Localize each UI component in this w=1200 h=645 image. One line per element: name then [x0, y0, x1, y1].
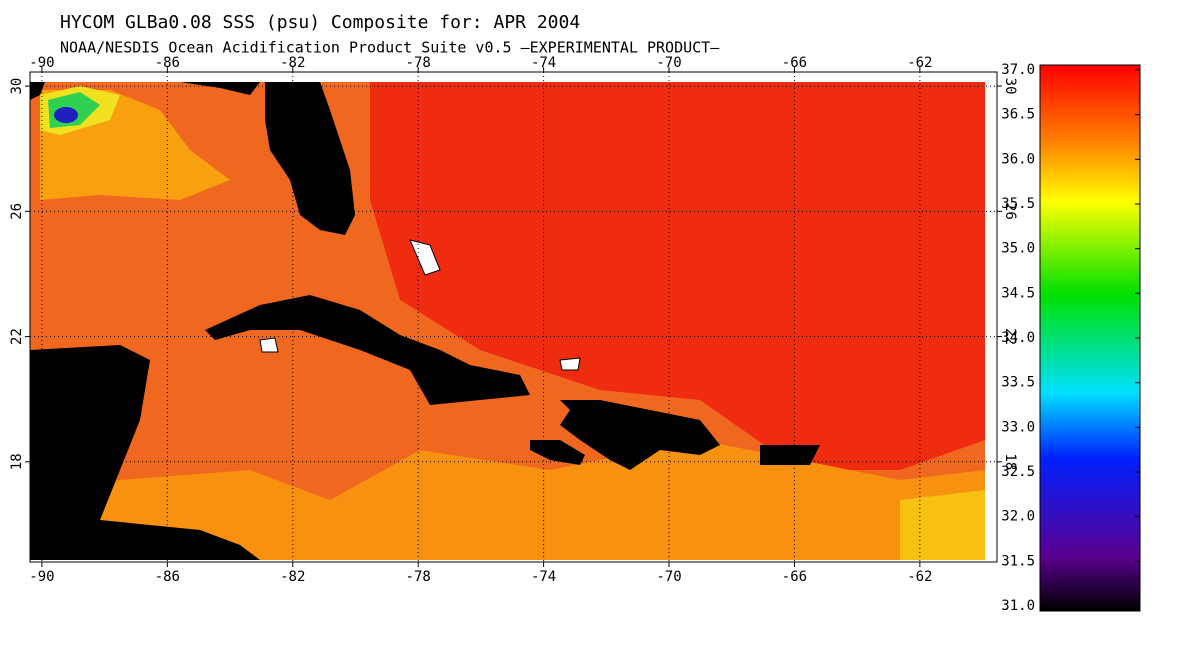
colorbar-label: 33.5	[1001, 375, 1035, 391]
subtitle: NOAA/NESDIS Ocean Acidification Product …	[60, 39, 720, 57]
map-body	[30, 72, 997, 562]
colorbar-label: 34.0	[1001, 330, 1035, 346]
colorbar-label: 32.5	[1001, 464, 1035, 480]
x-tick-label: -86	[155, 55, 180, 71]
x-tick-label: -66	[782, 55, 807, 71]
colorbar-label: 35.5	[1001, 196, 1035, 212]
ticks: -90 -90 -86 -86 -82 -82 -78 -78 -74 -74 -70 -70 -66 -…	[9, 55, 1018, 585]
mississippi-core	[54, 107, 78, 123]
colorbar-label: 31.0	[1001, 598, 1035, 614]
x-tick-label: -74	[531, 569, 556, 585]
colorbar-label: 32.0	[1001, 509, 1035, 525]
colorbar	[1039, 64, 1141, 612]
x-tick-label: -78	[406, 55, 431, 71]
colorbar-label: 35.0	[1001, 241, 1035, 257]
x-tick-label: -62	[907, 569, 932, 585]
map-frame	[29, 71, 998, 563]
x-tick-label: -70	[656, 55, 681, 71]
title: HYCOM GLBa0.08 SSS (psu) Composite for: …	[60, 12, 580, 33]
colorbar-label: 31.5	[1001, 553, 1035, 569]
islands	[259, 239, 581, 371]
x-tick-label: -78	[406, 569, 431, 585]
caribbean-south	[30, 440, 985, 560]
y-tick-label: 30	[9, 78, 25, 95]
x-tick-label: -70	[656, 569, 681, 585]
x-tick-label: -74	[531, 55, 556, 71]
y-tick-label: 30	[1002, 78, 1018, 95]
x-tick-label: -62	[907, 55, 932, 71]
grid	[30, 72, 997, 562]
y-tick-label: 26	[9, 203, 25, 220]
y-tick-label: 22	[9, 328, 25, 345]
colorbar-label: 36.0	[1001, 151, 1035, 167]
y-tick-label: 22	[1002, 328, 1018, 345]
x-tick-label: -90	[29, 569, 54, 585]
x-tick-label: -82	[280, 55, 305, 71]
colorbar-label: 37.0	[1001, 62, 1035, 78]
colorbar-label: 34.5	[1001, 285, 1035, 301]
y-tick-label: 26	[1002, 203, 1018, 220]
lesser-antilles-zone	[900, 490, 985, 560]
atlantic-high	[370, 82, 985, 470]
x-tick-label: -66	[782, 569, 807, 585]
x-tick-label: -82	[280, 569, 305, 585]
y-tick-label: 18	[9, 453, 25, 470]
colorbar-label: 36.5	[1001, 107, 1035, 123]
x-tick-label: -90	[29, 55, 54, 71]
x-tick-label: -86	[155, 569, 180, 585]
colorbar-label: 33.0	[1001, 419, 1035, 435]
land	[30, 82, 820, 560]
y-tick-label: 18	[1002, 453, 1018, 470]
